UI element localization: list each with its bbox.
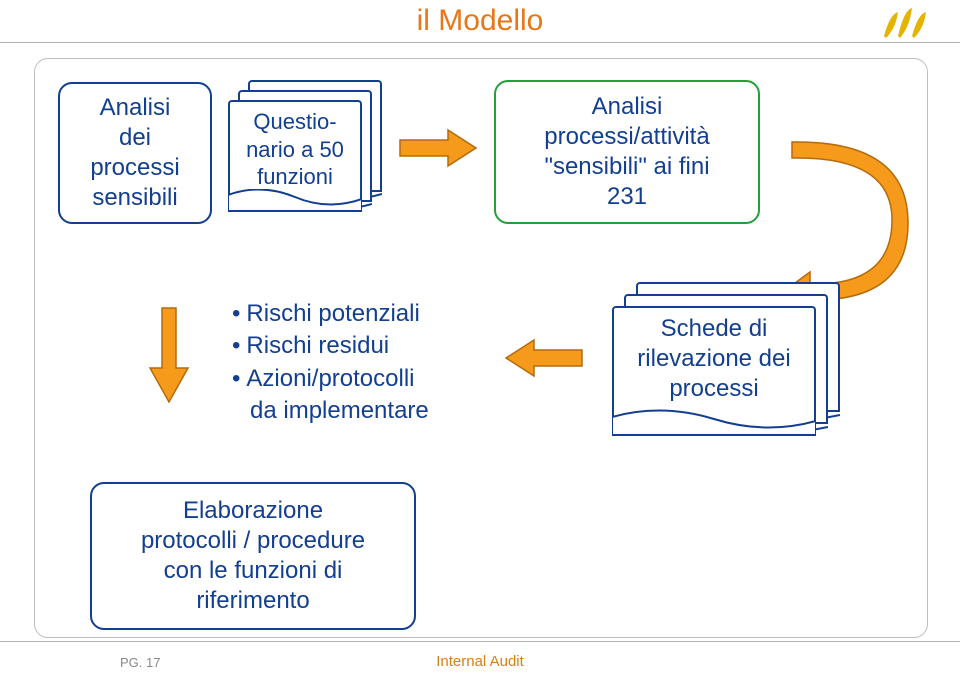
text: Azioni/protocolli	[246, 365, 414, 392]
text: processi/attività	[544, 122, 709, 152]
footer-text: Internal Audit	[0, 653, 960, 670]
text: sensibili	[92, 183, 177, 213]
text: processi	[90, 153, 179, 183]
text: Schede di	[661, 315, 768, 342]
text: da implementare	[250, 397, 429, 424]
text: Elaborazione	[183, 496, 323, 526]
brand-logo	[880, 6, 932, 42]
doc-questionario: Questio- nario a 50 funzioni	[228, 80, 390, 218]
box-analisi-attivita-231: Analisi processi/attività "sensibili" ai…	[494, 80, 760, 224]
text: dei	[119, 123, 151, 153]
text: rilevazione dei	[637, 345, 790, 372]
page-title: il Modello	[0, 4, 960, 38]
text: funzioni	[257, 164, 333, 189]
text: Rischi potenziali	[246, 300, 419, 327]
text: nario a 50	[246, 137, 344, 162]
text: Analisi	[100, 93, 171, 123]
text: "sensibili" ai fini	[544, 152, 709, 182]
text: 231	[607, 182, 647, 212]
doc-schede-rilevazione: Schede di rilevazione dei processi	[612, 282, 860, 442]
arrow-left	[502, 336, 584, 380]
arrow-down	[146, 306, 192, 406]
text: Questio-	[253, 109, 336, 134]
box-elaborazione-protocolli: Elaborazione protocolli / procedure con …	[90, 482, 416, 630]
text: processi	[669, 375, 758, 402]
header-divider	[0, 42, 960, 43]
text: con le funzioni di	[164, 556, 343, 586]
text: protocolli / procedure	[141, 526, 365, 556]
text: Analisi	[592, 92, 663, 122]
text: Rischi residui	[246, 332, 389, 359]
text: riferimento	[196, 586, 309, 616]
risk-bullet-list: Rischi potenziali Rischi residui Azioni/…	[232, 298, 429, 428]
footer-divider	[0, 641, 960, 642]
arrow-right-1	[398, 126, 480, 170]
box-analisi-processi-sensibili: Analisi dei processi sensibili	[58, 82, 212, 224]
